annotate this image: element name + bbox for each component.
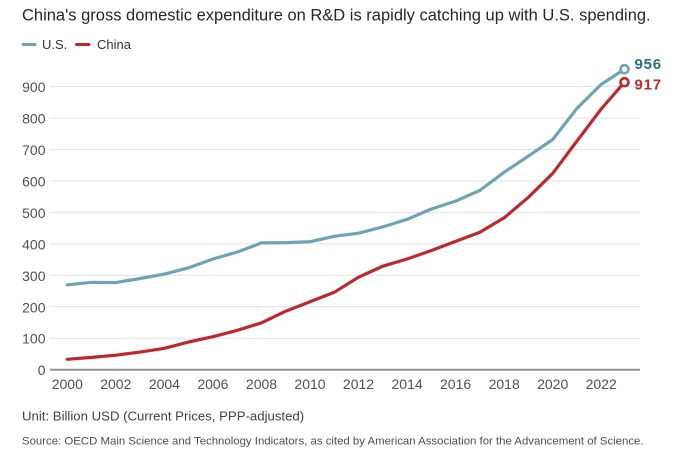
svg-text:2008: 2008: [246, 376, 277, 392]
svg-text:2014: 2014: [392, 376, 423, 392]
svg-text:2000: 2000: [52, 376, 83, 392]
svg-text:0: 0: [38, 362, 46, 378]
svg-text:200: 200: [22, 299, 46, 315]
svg-text:600: 600: [22, 174, 46, 190]
svg-text:956: 956: [635, 56, 662, 73]
svg-text:400: 400: [22, 236, 46, 252]
svg-text:500: 500: [22, 205, 46, 221]
svg-text:300: 300: [22, 268, 46, 284]
svg-text:700: 700: [22, 142, 46, 158]
svg-text:China: China: [97, 37, 132, 52]
svg-text:2012: 2012: [343, 376, 374, 392]
svg-text:Unit: Billion USD (Current Pri: Unit: Billion USD (Current Prices, PPP-a…: [22, 408, 304, 423]
svg-text:2010: 2010: [294, 376, 325, 392]
svg-text:2018: 2018: [489, 376, 520, 392]
svg-text:2002: 2002: [100, 376, 131, 392]
svg-text:China's gross domestic expendi: China's gross domestic expenditure on R&…: [22, 7, 651, 25]
svg-text:2020: 2020: [537, 376, 568, 392]
svg-text:800: 800: [22, 111, 46, 127]
svg-text:2022: 2022: [586, 376, 617, 392]
svg-text:2006: 2006: [197, 376, 228, 392]
svg-text:Source: OECD Main Science and: Source: OECD Main Science and Technology…: [22, 435, 644, 447]
svg-text:917: 917: [635, 77, 662, 94]
svg-text:100: 100: [22, 331, 46, 347]
svg-text:U.S.: U.S.: [42, 37, 67, 52]
svg-text:2004: 2004: [149, 376, 180, 392]
svg-text:900: 900: [22, 79, 46, 95]
svg-text:2016: 2016: [440, 376, 471, 392]
